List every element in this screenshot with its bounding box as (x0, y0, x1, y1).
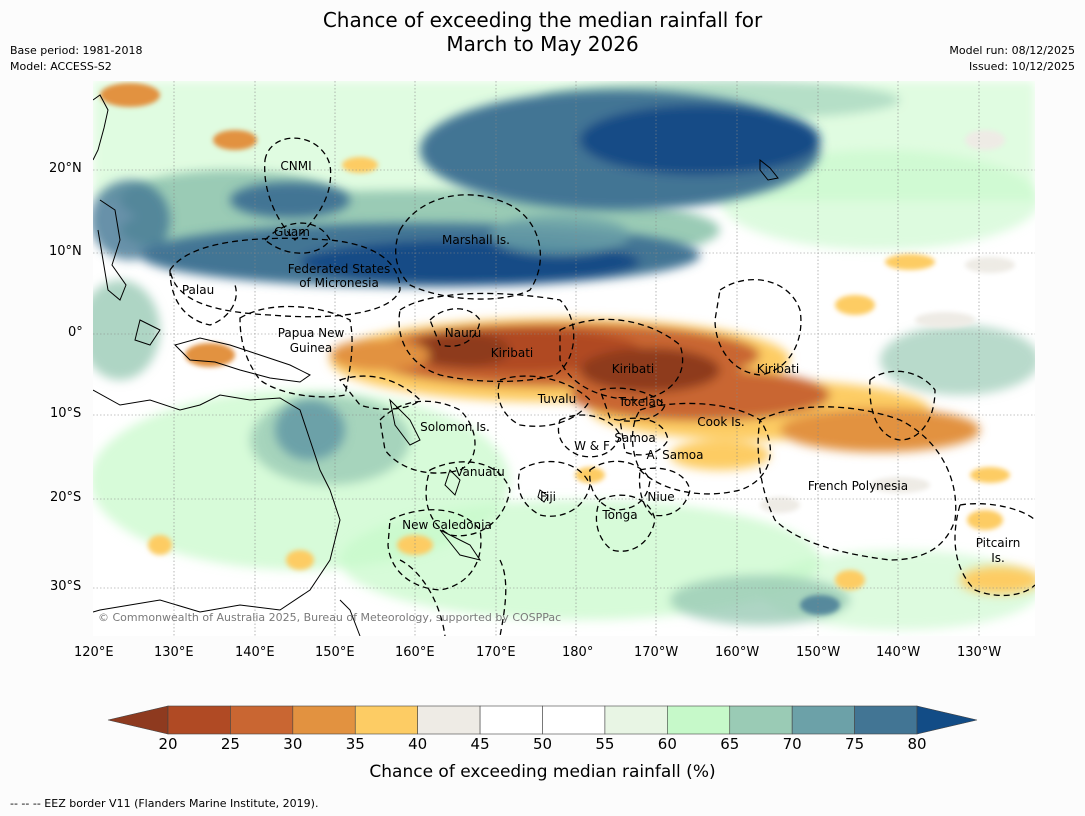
colorbar-bin (604, 705, 668, 735)
colorbar-bin (479, 705, 543, 735)
label-fsm-1: Federated States (288, 262, 390, 276)
lon-label-170e: 170°E (476, 645, 516, 660)
colorbar-tick-label: 45 (470, 735, 490, 753)
colorbar-tick-label: 70 (782, 735, 802, 753)
label-pitcairn-2: Is. (991, 551, 1005, 565)
label-tuvalu: Tuvalu (537, 392, 577, 406)
lat-label-0: 0° (68, 325, 83, 340)
label-kiribati-west: Kiribati (491, 346, 533, 360)
lon-label-160e: 160°E (395, 645, 435, 660)
label-marshall: Marshall Is. (442, 233, 510, 247)
label-american-samoa: A. Samoa (647, 448, 704, 462)
lon-label-170w: 170°W (634, 645, 679, 660)
colorbar-bin (167, 705, 231, 735)
lat-label-20n: 20°N (49, 161, 82, 176)
colorbar-bin (542, 705, 606, 735)
colorbar-extend-high (916, 705, 978, 735)
colorbar-bin (729, 705, 793, 735)
colorbar-tick-label: 75 (845, 735, 865, 753)
colorbar-bin (667, 705, 731, 735)
label-cnmi: CNMI (280, 159, 311, 173)
colorbar-bin (354, 705, 418, 735)
label-niue: Niue (647, 490, 674, 504)
base-period: Base period: 1981-2018 (10, 44, 143, 57)
lon-label-130w: 130°W (957, 645, 1002, 660)
colorbar-extend-low (107, 705, 169, 735)
colorbar-tick-label: 60 (657, 735, 677, 753)
colorbar (107, 705, 978, 735)
label-fiji: Fiji (540, 490, 556, 504)
colorbar-tick-label: 20 (158, 735, 178, 753)
copyright-notice: © Commonwealth of Australia 2025, Bureau… (98, 611, 561, 624)
lon-label-120e: 120°E (74, 645, 114, 660)
issued-date: Issued: 10/12/2025 (968, 60, 1075, 73)
label-solomon: Solomon Is. (420, 420, 490, 434)
label-palau: Palau (182, 283, 214, 297)
label-tonga: Tonga (601, 508, 637, 522)
model-name: Model: ACCESS-S2 (10, 60, 112, 73)
region-labels: CNMI Guam Marshall Is. Federated States … (182, 159, 1020, 565)
colorbar-bin (417, 705, 481, 735)
label-pitcairn-1: Pitcairn (976, 536, 1021, 550)
title-line-2: March to May 2026 (446, 32, 639, 56)
label-png-2: Guinea (290, 341, 333, 355)
lon-label-140e: 140°E (235, 645, 275, 660)
label-tokelau: Tokelau (618, 395, 664, 409)
lon-label-160w: 160°W (715, 645, 760, 660)
colorbar-title: Chance of exceeding median rainfall (%) (369, 762, 716, 782)
colorbar-tick-label: 65 (720, 735, 740, 753)
colorbar-tick-label: 55 (595, 735, 615, 753)
label-kiribati-central: Kiribati (612, 362, 654, 376)
title-line-1: Chance of exceeding the median rainfall … (322, 8, 763, 32)
colorbar-tick-label: 80 (907, 735, 927, 753)
label-guam: Guam (274, 225, 310, 239)
colorbar-tick-label: 40 (408, 735, 428, 753)
colorbar-bin (292, 705, 356, 735)
eez-borders (169, 137, 1035, 636)
lat-label-30s: 30°S (50, 579, 82, 594)
label-cook: Cook Is. (697, 415, 744, 429)
colorbar-tick-label: 30 (283, 735, 303, 753)
lat-label-10s: 10°S (50, 406, 82, 421)
colorbar-tick-label: 25 (220, 735, 240, 753)
colorbar-bin (230, 705, 294, 735)
colorbar-tick-label: 50 (532, 735, 553, 753)
coastlines (93, 94, 779, 636)
label-fsm-2: of Micronesia (299, 276, 379, 290)
lon-label-140w: 140°W (876, 645, 921, 660)
lon-label-130e: 130°E (154, 645, 194, 660)
label-vanuatu: Vanuatu (455, 465, 505, 479)
colorbar-bin (791, 705, 855, 735)
label-wallis-futuna: W & F (574, 439, 610, 453)
label-french-polynesia: French Polynesia (808, 479, 908, 493)
label-png-1: Papua New (278, 326, 345, 340)
model-run: Model run: 08/12/2025 (949, 44, 1075, 57)
lon-label-150w: 150°W (796, 645, 841, 660)
colorbar-bin (854, 705, 918, 735)
label-new-caledonia: New Caledonia (402, 518, 492, 532)
graticule (93, 81, 1035, 636)
lon-label-150e: 150°E (315, 645, 355, 660)
lat-label-10n: 10°N (49, 244, 82, 259)
colorbar-tick-label: 35 (345, 735, 365, 753)
eez-footnote: -- -- -- EEZ border V11 (Flanders Marine… (10, 797, 319, 810)
label-nauru: Nauru (445, 326, 481, 340)
lon-label-180: 180° (562, 645, 594, 660)
lat-label-20s: 20°S (50, 490, 82, 505)
label-kiribati-east: Kiribati (757, 362, 799, 376)
label-samoa: Samoa (614, 431, 655, 445)
